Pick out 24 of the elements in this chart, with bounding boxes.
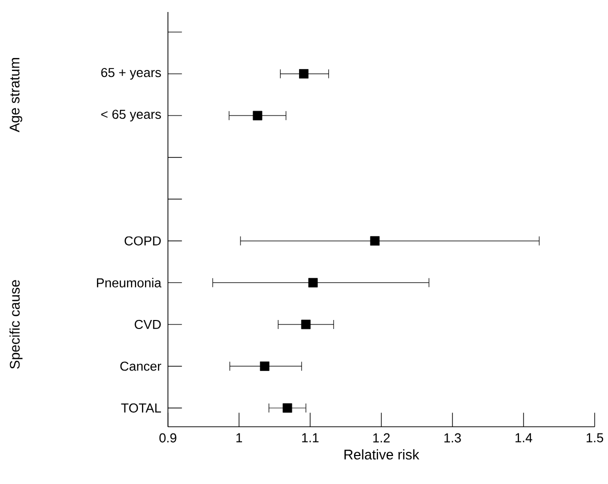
text: Specific cause [9, 280, 22, 369]
x-tick-label: 1.5 [586, 433, 604, 442]
x-tick-label: 1.1 [302, 433, 319, 442]
point [252, 111, 262, 120]
y-tick-label: COPD [124, 236, 161, 246]
point [370, 236, 380, 246]
y-tick-label: Pneumonia [96, 278, 162, 288]
x-tick-label: 1.3 [444, 433, 461, 443]
x-tick-label: 0.9 [159, 433, 176, 443]
y-tick-label: CVD [134, 320, 161, 330]
point [282, 403, 292, 413]
point [299, 69, 308, 79]
point [301, 320, 311, 330]
y-tick-label: < 65 years [101, 110, 161, 122]
y-tick-label: 65 + years [101, 68, 161, 80]
y-tick-label: TOTAL [121, 404, 161, 413]
x-tick-label: 1.2 [373, 433, 390, 442]
y-tick-label: Cancer [120, 362, 162, 371]
x-tick-label: 1 [236, 433, 242, 442]
x-tick-label: 1.4 [516, 433, 532, 442]
point [260, 362, 270, 372]
point [308, 278, 318, 288]
text: Age stratum [10, 58, 22, 132]
x-axis-title: Relative risk [344, 449, 420, 460]
